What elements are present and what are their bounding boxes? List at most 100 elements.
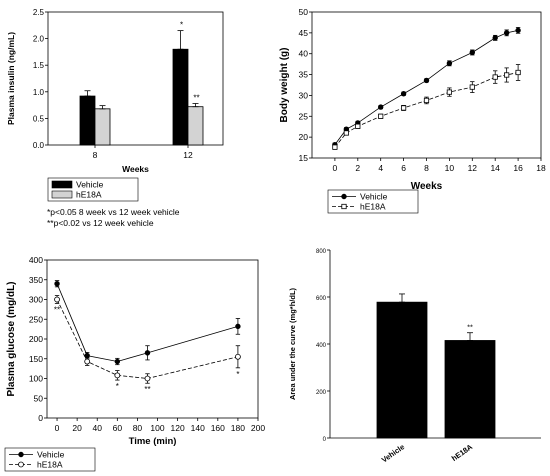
x-axis-label: Time (min) <box>129 436 177 447</box>
x-tick-label: 80 <box>133 423 143 433</box>
series-vehicle <box>332 27 521 148</box>
x-tick-label: 16 <box>513 163 523 173</box>
legend-marker <box>341 203 347 210</box>
data-point <box>235 353 241 360</box>
bar <box>376 301 428 439</box>
insulin-bar-chart: 0.0 0.5 1.0 1.5 2.0 2.5 Plasma insulin (ng/mL)… <box>6 8 224 202</box>
x-axis-label: Weeks <box>411 181 443 192</box>
series-he18a: *** *** <box>54 295 241 394</box>
legend-label: hE18A <box>76 190 102 200</box>
y-tick-label: 400 <box>29 255 43 265</box>
x-tick-label: hE18A <box>450 442 475 463</box>
y-tick-label: 35 <box>299 70 309 80</box>
x-tick-label: 0 <box>333 163 338 173</box>
y-tick-label: 2.0 <box>33 35 45 44</box>
data-point <box>492 74 498 80</box>
legend-swatch <box>51 180 73 189</box>
data-point <box>377 104 384 110</box>
data-point <box>332 144 338 150</box>
data-point <box>446 60 453 67</box>
insulin-footnotes: *p<0.05 8 week vs 12 week vehicle **p<0.… <box>47 207 180 229</box>
data-point <box>469 84 475 90</box>
y-tick-label: 200 <box>316 390 327 396</box>
x-tick-label: 14 <box>490 163 500 173</box>
x-tick-label: 160 <box>211 423 225 433</box>
y-tick-label: 45 <box>299 28 309 38</box>
data-point <box>355 123 361 129</box>
legend-box <box>4 447 96 472</box>
legend-label: hE18A <box>360 202 386 212</box>
data-point <box>54 296 60 303</box>
x-tick-label: 12 <box>468 163 478 173</box>
y-tick-label: 300 <box>29 295 43 305</box>
body-weight-line-chart: 15 20 25 30 35 40 45 50 0 2 4 6 8 10 12 14 16 18 Body weig… <box>279 7 546 214</box>
significance-mark: * <box>116 382 119 391</box>
y-axis-label: Plasma insulin (ng/mL) <box>6 32 16 125</box>
y-tick-label: 20 <box>299 132 309 142</box>
x-tick-label: 0 <box>55 423 60 433</box>
y-tick-label: 15 <box>299 153 309 163</box>
legend-marker <box>18 461 24 468</box>
plot-frame <box>46 259 259 419</box>
data-point <box>144 350 151 356</box>
x-tick-label: 100 <box>150 423 164 433</box>
x-tick-label: 200 <box>251 423 265 433</box>
y-tick-label: 0 <box>38 413 43 423</box>
y-tick-label: 200 <box>29 334 43 344</box>
data-point <box>401 105 407 111</box>
x-tick-label: 10 <box>445 163 455 173</box>
x-tick-label: 6 <box>401 163 406 173</box>
y-tick-label: 50 <box>34 393 44 403</box>
x-tick-label: 8 <box>424 163 429 173</box>
footnote-2: **p<0.02 vs 12 week vehicle <box>47 218 154 228</box>
legend-label: Vehicle <box>37 450 65 460</box>
x-tick-label: 120 <box>171 423 185 433</box>
data-point <box>235 323 241 330</box>
data-point <box>423 97 430 104</box>
legend-label: Vehicle <box>76 180 104 190</box>
significance-mark: ** <box>54 305 60 314</box>
series-he18a <box>332 64 521 150</box>
y-tick-label: 50 <box>299 7 309 17</box>
x-tick-label: 8 <box>93 150 98 160</box>
y-tick-label: 100 <box>29 374 43 384</box>
y-tick-label: 350 <box>29 275 43 285</box>
data-point <box>378 113 384 119</box>
data-point <box>54 281 60 287</box>
x-tick-label: 12 <box>183 150 193 160</box>
x-tick-label: 60 <box>113 423 123 433</box>
y-axis-label: Plasma glucose (mg/dL) <box>6 281 17 396</box>
bar <box>79 95 96 146</box>
auc-bar-chart: 0 200 400 600 800 Area under the curve (mg*h/… <box>288 249 541 464</box>
y-tick-label: 0 <box>323 437 327 443</box>
x-tick-label: 40 <box>93 423 103 433</box>
bar <box>444 340 496 439</box>
y-tick-label: 0.5 <box>33 114 45 123</box>
bar <box>172 48 189 146</box>
data-point <box>504 72 510 78</box>
significance-mark: * <box>180 21 183 30</box>
significance-mark: ** <box>193 94 199 103</box>
y-axis-label: Area under the curve (mg*h/dL) <box>288 287 297 400</box>
legend-label: hE18A <box>37 460 63 470</box>
significance-mark: ** <box>467 323 473 332</box>
y-tick-label: 1.0 <box>33 88 45 97</box>
bar <box>187 106 204 146</box>
legend-swatch <box>51 190 73 199</box>
y-tick-label: 150 <box>29 354 43 364</box>
significance-mark: * <box>236 370 239 379</box>
x-tick-label: 18 <box>536 163 546 173</box>
data-point <box>114 358 121 365</box>
data-point <box>400 91 407 97</box>
y-tick-label: 600 <box>316 296 327 302</box>
y-tick-label: 40 <box>299 49 309 59</box>
legend-marker <box>18 451 24 458</box>
y-tick-label: 2.5 <box>33 8 45 17</box>
bar <box>94 108 111 146</box>
significance-mark: ** <box>144 385 150 394</box>
footnote-1: *p<0.05 8 week vs 12 week vehicle <box>47 207 180 217</box>
plot-frame <box>47 11 224 146</box>
x-tick-label: 180 <box>231 423 245 433</box>
